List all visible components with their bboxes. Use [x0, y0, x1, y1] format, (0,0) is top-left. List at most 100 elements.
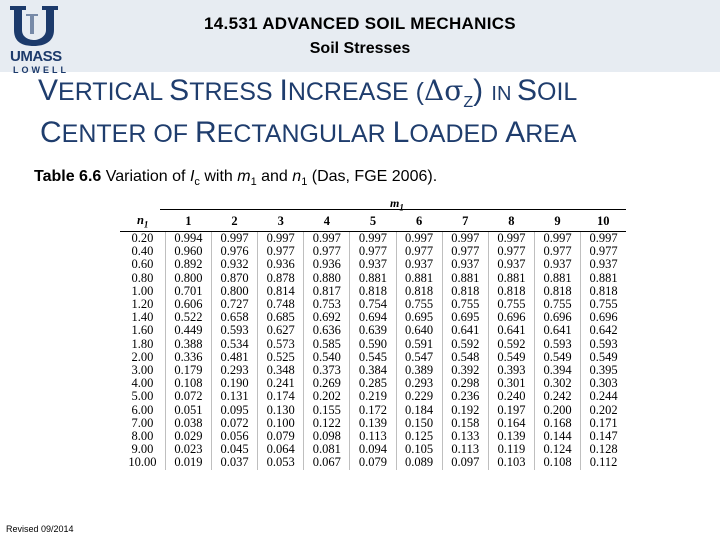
- umass-u-mark-icon: [10, 6, 58, 46]
- n1-value-cell: 10.00: [120, 456, 166, 470]
- ic-value-cell: 0.755: [488, 297, 535, 312]
- n1-value-cell: 1.00: [120, 284, 166, 299]
- table-caption-label: Table 6.6: [34, 168, 102, 185]
- m1-column-header: 3: [277, 214, 284, 228]
- ic-value-cell: 0.590: [349, 337, 397, 351]
- ic-value-cell: 0.977: [442, 245, 489, 259]
- n1-value-cell: 0.80: [120, 271, 166, 285]
- ic-value-cell: 0.641: [488, 324, 535, 338]
- ic-value-cell: 0.754: [349, 297, 397, 312]
- ic-value-cell: 0.814: [257, 284, 305, 299]
- ic-value-cell: 0.695: [396, 311, 443, 325]
- ic-value-cell: 0.079: [257, 429, 305, 444]
- n1-column-header: n1: [136, 213, 149, 230]
- table-row: 0.60 0.892 0.932 0.936 0.936 0.937 0.937 0.937 0…: [120, 258, 626, 272]
- ic-value-cell: 0.388: [165, 337, 212, 351]
- table-row: 0.20 0.994 0.997 0.997 0.997 0.997 0.997 0.997 0…: [120, 231, 626, 246]
- ic-value-cell: 0.522: [165, 311, 212, 325]
- ic-value-cell: 0.097: [442, 456, 489, 470]
- ic-value-cell: 0.348: [257, 363, 305, 378]
- ic-value-cell: 0.056: [211, 429, 259, 444]
- ic-value-cell: 0.977: [257, 245, 305, 259]
- ic-value-cell: 0.540: [303, 350, 351, 365]
- ic-value-cell: 0.870: [211, 271, 259, 285]
- m1-column-header: 1: [185, 214, 192, 228]
- ic-value-cell: 0.593: [211, 324, 259, 338]
- umass-lowell-logo: UMASS LOWELL: [4, 4, 70, 76]
- n1-value-cell: 4.00: [120, 377, 166, 391]
- ic-value-cell: 0.124: [534, 443, 582, 457]
- ic-value-cell: 0.573: [257, 337, 305, 351]
- ic-value-cell: 0.881: [396, 271, 443, 285]
- ic-value-cell: 0.067: [303, 456, 351, 470]
- ic-value-cell: 0.081: [303, 443, 351, 457]
- n1-value-cell: 1.80: [120, 337, 166, 351]
- ic-value-cell: 0.936: [303, 258, 351, 272]
- ic-value-cell: 0.755: [396, 297, 443, 312]
- ic-value-cell: 0.818: [442, 284, 489, 299]
- ic-value-cell: 0.072: [165, 390, 212, 404]
- n1-value-cell: 8.00: [120, 429, 166, 444]
- table-row: 1.40 0.522 0.658 0.685 0.692 0.694 0.695 0.695 0…: [120, 311, 626, 325]
- table-row: 4.00 0.108 0.190 0.241 0.269 0.285 0.293 0.298 0…: [120, 377, 626, 391]
- ic-value-cell: 0.694: [349, 311, 397, 325]
- m1-column-header: 10: [597, 214, 610, 228]
- ic-value-cell: 0.641: [534, 324, 582, 338]
- ic-value-cell: 0.878: [257, 271, 305, 285]
- ic-value-cell: 0.636: [303, 324, 351, 338]
- ic-value-cell: 0.064: [257, 443, 305, 457]
- ic-value-cell: 0.627: [257, 324, 305, 338]
- table-row: 2.00 0.336 0.481 0.525 0.540 0.545 0.547 0.548 0…: [120, 350, 626, 365]
- ic-value-cell: 0.051: [165, 403, 212, 417]
- ic-value-cell: 0.037: [211, 456, 259, 470]
- ic-value-cell: 0.932: [211, 258, 259, 272]
- ic-value-cell: 0.658: [211, 311, 259, 325]
- m1-column-header: 5: [369, 214, 377, 228]
- ic-value-cell: 0.130: [257, 403, 305, 417]
- ic-value-cell: 0.525: [257, 350, 305, 365]
- ic-value-cell: 0.936: [257, 258, 305, 272]
- ic-value-cell: 0.800: [165, 271, 212, 285]
- ic-value-cell: 0.202: [303, 390, 351, 404]
- ic-value-cell: 0.244: [589, 389, 618, 404]
- ic-value-cell: 0.098: [303, 429, 351, 444]
- table-row: 8.00 0.029 0.056 0.079 0.098 0.113 0.125 0.133 0…: [120, 429, 626, 444]
- m1-column-header: 4: [323, 214, 330, 228]
- ic-value-cell: 0.103: [488, 456, 535, 470]
- ic-value-cell: 0.158: [442, 416, 489, 431]
- ic-value-cell: 0.880: [303, 271, 351, 285]
- n1-value-cell: 0.60: [120, 258, 166, 272]
- ic-value-cell: 0.549: [488, 350, 535, 365]
- ic-value-cell: 0.139: [488, 429, 535, 444]
- ic-value-cell: 0.997: [303, 231, 351, 246]
- ic-value-cell: 0.818: [534, 284, 582, 299]
- ic-value-cell: 0.336: [165, 350, 212, 365]
- ic-value-cell: 0.072: [211, 416, 259, 431]
- ic-value-cell: 0.128: [589, 442, 618, 457]
- table-row: 1.00 0.701 0.800 0.814 0.817 0.818 0.818 0.818 0…: [120, 284, 626, 299]
- ic-value-cell: 0.105: [396, 443, 443, 457]
- table-row: 1.60 0.449 0.593 0.627 0.636 0.639 0.640 0.641 0…: [120, 324, 626, 338]
- ic-value-cell: 0.696: [534, 311, 582, 325]
- ic-value-cell: 0.727: [211, 297, 259, 312]
- ic-value-cell: 0.155: [303, 403, 351, 417]
- ic-value-cell: 0.150: [396, 416, 443, 431]
- revised-date: Revised 09/2014: [6, 524, 74, 534]
- ic-value-cell: 0.242: [534, 390, 582, 404]
- ic-value-cell: 0.997: [534, 231, 582, 246]
- n1-value-cell: 0.40: [120, 245, 166, 259]
- ic-value-cell: 0.373: [303, 363, 351, 378]
- ic-value-cell: 0.133: [442, 429, 489, 444]
- ic-value-cell: 0.977: [396, 245, 443, 259]
- table-row: 0.80 0.800 0.870 0.878 0.880 0.881 0.881 0.881 0…: [120, 271, 626, 285]
- table-row: 1.20 0.606 0.727 0.748 0.753 0.754 0.755 0.755 0…: [120, 297, 626, 312]
- ic-value-cell: 0.977: [303, 245, 351, 259]
- ic-value-cell: 0.593: [589, 336, 618, 351]
- m1-header-rule: [160, 209, 626, 210]
- ic-value-cell: 0.241: [257, 377, 305, 391]
- ic-value-cell: 0.994: [165, 231, 212, 246]
- ic-value-cell: 0.147: [589, 429, 618, 444]
- table-row: 3.00 0.179 0.293 0.348 0.373 0.384 0.389 0.392 0…: [120, 363, 626, 378]
- ic-value-cell: 0.997: [257, 231, 305, 246]
- ic-value-cell: 0.641: [442, 324, 489, 338]
